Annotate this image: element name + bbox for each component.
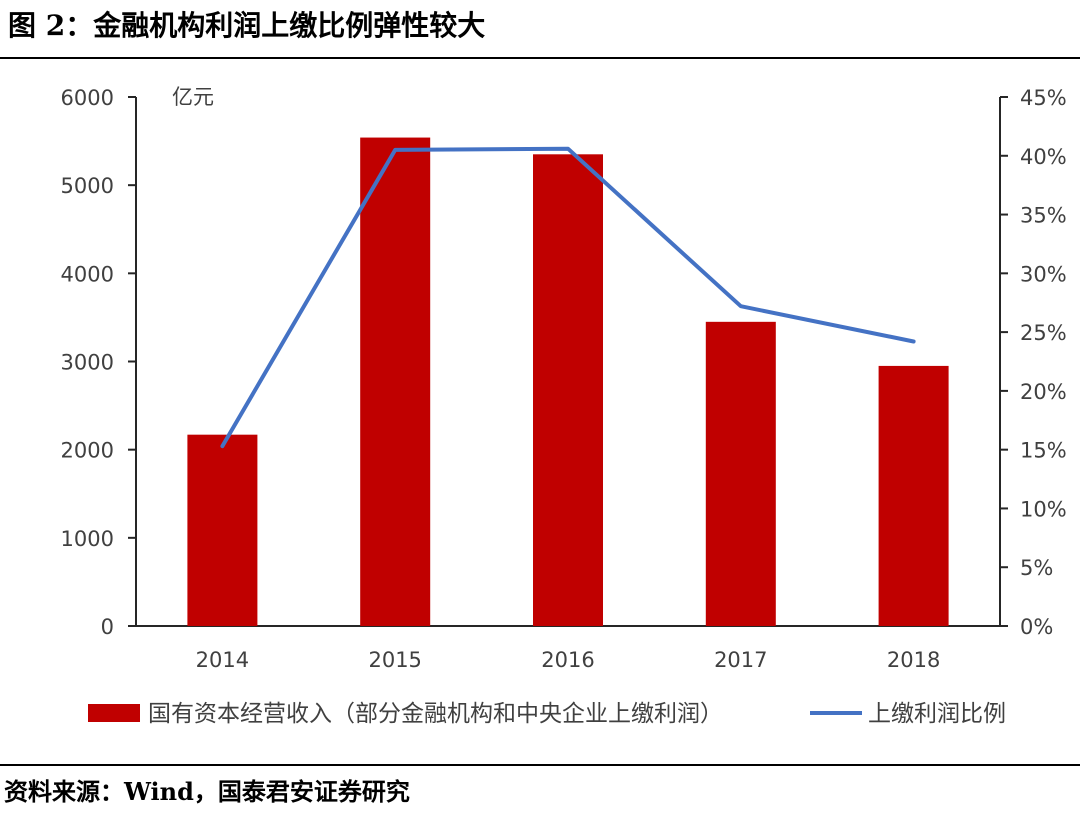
y-tick-label-right: 45%	[1020, 86, 1067, 110]
y-tick-label-right: 30%	[1020, 262, 1067, 286]
y-tick-label-right: 15%	[1020, 439, 1067, 463]
y-tick-label-right: 35%	[1020, 204, 1067, 228]
source-note: 资料来源：Wind，国泰君安证券研究	[4, 777, 410, 806]
y-tick-label-right: 10%	[1020, 497, 1067, 521]
bottom-divider	[0, 764, 1080, 766]
y-tick-label-left: 0	[101, 615, 114, 639]
y-tick-label-right: 40%	[1020, 145, 1067, 169]
bar	[533, 154, 603, 626]
y-tick-label-right: 0%	[1020, 615, 1053, 639]
legend: 国有资本经营收入（部分金融机构和中央企业上缴利润） 上缴利润比例	[88, 701, 1006, 727]
bar	[878, 365, 949, 626]
x-tick-label: 2014	[196, 648, 249, 672]
combo-chart: 0 1000 2000 3000 4000 5000 6000 亿元 0% 5% 10% 15% 20%…	[61, 85, 1067, 727]
x-tick-label: 2015	[368, 648, 421, 672]
y-tick-label-right: 5%	[1020, 556, 1053, 580]
y-tick-label-left: 6000	[61, 86, 114, 110]
y-tick-label-left: 5000	[61, 174, 114, 198]
legend-label-line: 上缴利润比例	[868, 701, 1006, 727]
x-tick-label: 2017	[714, 648, 767, 672]
legend-swatch-bar	[88, 704, 140, 722]
bar	[705, 321, 776, 626]
y-tick-label-right: 20%	[1020, 380, 1067, 404]
y-tick-label-left: 1000	[61, 527, 114, 551]
bar	[360, 137, 431, 626]
x-tick-label: 2018	[887, 648, 940, 672]
legend-label-bar: 国有资本经营收入（部分金融机构和中央企业上缴利润）	[148, 701, 723, 727]
bar-series	[187, 137, 949, 626]
axes: 0 1000 2000 3000 4000 5000 6000 亿元 0% 5% 10% 15% 20%…	[61, 85, 1067, 672]
y-tick-label-right: 25%	[1020, 321, 1067, 345]
top-divider	[0, 57, 1080, 59]
y-tick-label-left: 2000	[61, 439, 114, 463]
y-tick-label-left: 4000	[61, 262, 114, 286]
bar	[187, 434, 258, 626]
x-tick-label: 2016	[541, 648, 594, 672]
figure-title: 图 2：金融机构利润上缴比例弹性较大	[8, 9, 486, 42]
y-tick-label-left: 3000	[61, 351, 114, 375]
y-axis-unit-label: 亿元	[172, 85, 214, 109]
line-series	[220, 146, 916, 449]
